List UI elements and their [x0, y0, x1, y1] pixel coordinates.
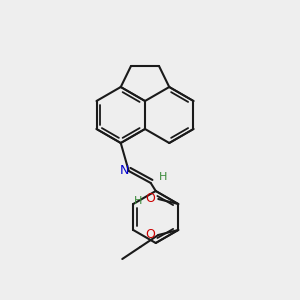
Text: N: N — [120, 164, 129, 178]
Text: O: O — [145, 193, 155, 206]
Text: O: O — [145, 229, 155, 242]
Text: H: H — [134, 196, 142, 206]
Text: H: H — [159, 172, 167, 182]
